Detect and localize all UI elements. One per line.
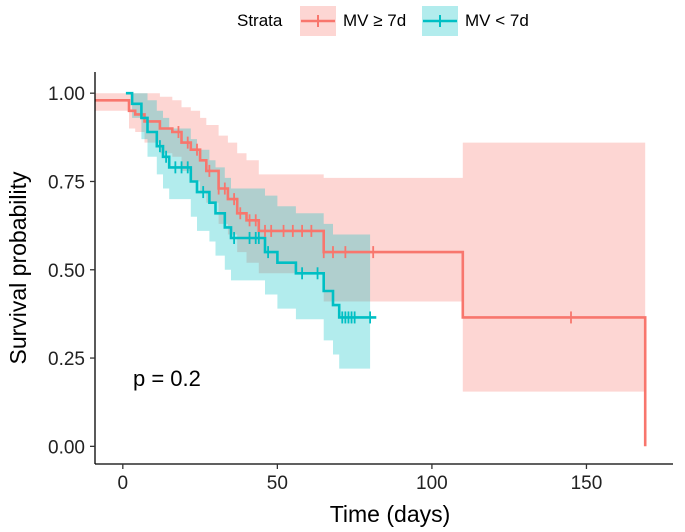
- legend: Strata MV ≥ 7d MV < 7d: [237, 6, 529, 36]
- legend-label-1: MV < 7d: [465, 11, 529, 30]
- p-value-annotation: p = 0.2: [133, 366, 201, 391]
- y-tick-label-2: 0.50: [48, 261, 85, 282]
- x-tick-label-0: 0: [118, 473, 129, 494]
- y-tick-label-3: 0.75: [48, 172, 85, 193]
- confidence-bands: [95, 93, 646, 392]
- y-axis-title: Survival probability: [5, 171, 31, 365]
- legend-key-1: [422, 6, 458, 36]
- legend-key-0: [300, 6, 336, 36]
- y-ticks: 0.00 0.25 0.50 0.75 1.00: [48, 84, 95, 458]
- x-tick-label-3: 150: [571, 473, 603, 494]
- y-tick-label-4: 1.00: [48, 84, 85, 105]
- y-tick-label-0: 0.00: [48, 437, 85, 458]
- legend-title: Strata: [237, 11, 283, 30]
- legend-label-0: MV ≥ 7d: [343, 11, 406, 30]
- curve-series-1: [125, 91, 377, 319]
- x-tick-label-2: 100: [416, 473, 448, 494]
- survival-curves: [95, 91, 647, 447]
- x-axis-title: Time (days): [330, 501, 451, 527]
- censor-marks: [159, 126, 572, 324]
- x-ticks: 0 50 100 150: [118, 464, 603, 494]
- y-tick-label-1: 0.25: [48, 349, 85, 370]
- x-tick-label-1: 50: [267, 473, 288, 494]
